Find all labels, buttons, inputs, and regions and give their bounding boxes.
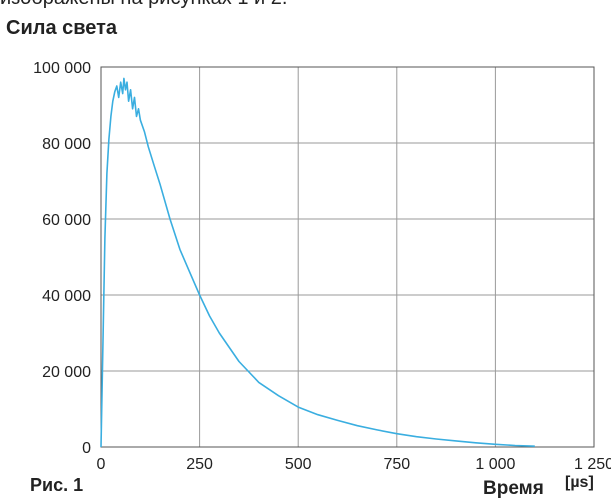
y-axis-ticks: 0 20 000 40 000 60 000 80 000 100 000 bbox=[33, 60, 91, 457]
x-tick-label: 1 000 bbox=[475, 456, 515, 473]
figure-label: Рис. 1 bbox=[30, 475, 84, 495]
chart-title: Сила света bbox=[6, 17, 118, 39]
x-axis-unit: [µs] bbox=[565, 474, 594, 491]
y-tick-label: 100 000 bbox=[33, 60, 91, 77]
series-line bbox=[100, 77, 535, 448]
y-tick-label: 60 000 bbox=[42, 212, 91, 229]
y-tick-label: 20 000 bbox=[42, 364, 91, 381]
plot-frame bbox=[100, 66, 595, 448]
top-text-fragment: изображены на рисунках 1 и 2. bbox=[0, 0, 287, 10]
grid bbox=[100, 66, 595, 448]
x-tick-label: 250 bbox=[186, 456, 213, 473]
x-tick-label: 0 bbox=[97, 456, 106, 473]
y-tick-label: 80 000 bbox=[42, 136, 91, 153]
x-tick-label: 1 250 bbox=[574, 456, 611, 473]
y-tick-label: 40 000 bbox=[42, 288, 91, 305]
x-axis-ticks: 0 250 500 750 1 000 1 250 bbox=[97, 456, 611, 473]
y-tick-label: 0 bbox=[82, 440, 91, 457]
x-tick-label: 500 bbox=[285, 456, 312, 473]
x-tick-label: 750 bbox=[383, 456, 410, 473]
x-axis-title: Время bbox=[483, 478, 544, 499]
